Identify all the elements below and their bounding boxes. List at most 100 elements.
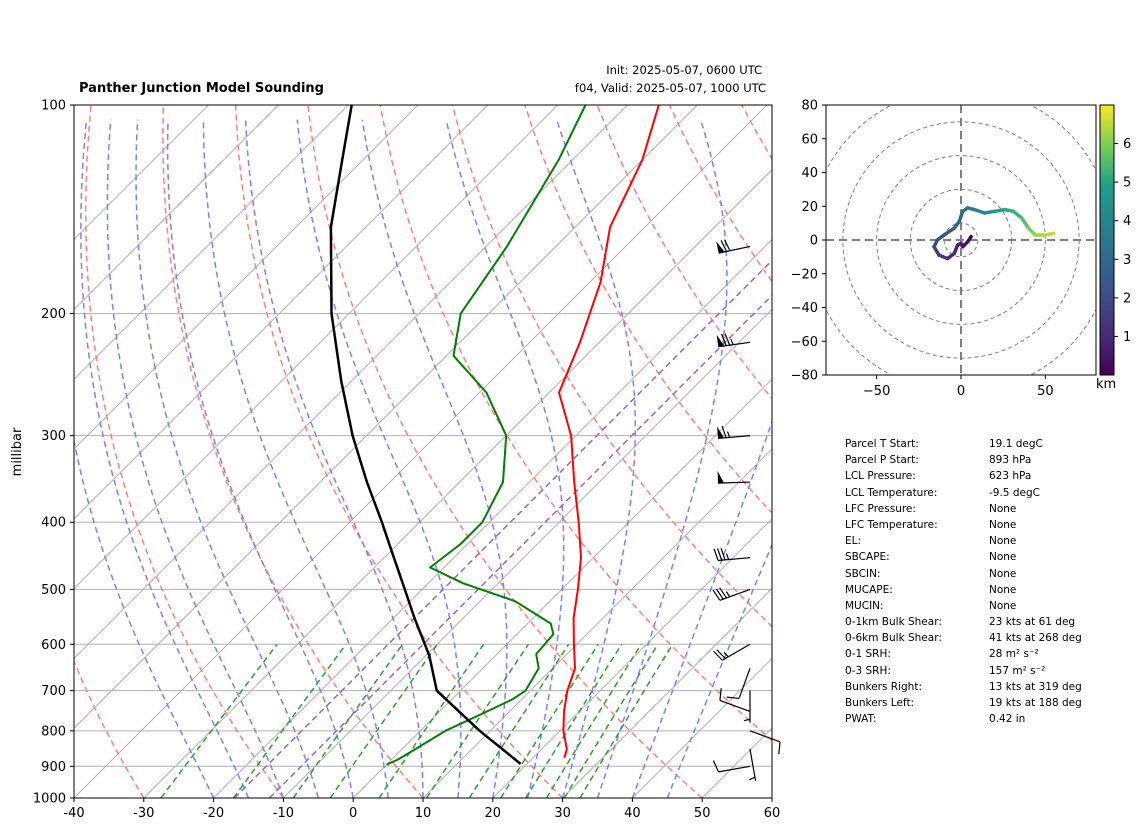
parameter-label: Parcel T Start: bbox=[845, 438, 919, 450]
moist-adiabat bbox=[80, 119, 250, 798]
hodograph-segment bbox=[972, 207, 987, 215]
mixing-ratio-line bbox=[525, 643, 623, 798]
moist-adiabat bbox=[244, 119, 424, 798]
x-tick-label: 0 bbox=[349, 806, 357, 821]
dry-adiabat bbox=[524, 105, 772, 514]
hodograph-y-tick: 60 bbox=[801, 132, 818, 147]
skewt-plot-area bbox=[74, 105, 772, 798]
moist-adiabat bbox=[361, 119, 508, 798]
parameter-row: Parcel P Start: 893 hPa bbox=[845, 453, 1135, 469]
isotherm-line bbox=[492, 518, 772, 798]
parameter-label: SBCIN: bbox=[845, 567, 881, 580]
dry-adiabat bbox=[234, 105, 564, 798]
wind-barb bbox=[716, 333, 751, 348]
y-tick-label: 200 bbox=[41, 307, 66, 322]
y-tick-label: 400 bbox=[41, 516, 66, 531]
hodograph-segment bbox=[1011, 209, 1024, 220]
colorbar-tick: 1 bbox=[1123, 330, 1131, 345]
parameter-row: 0-6km Bulk Shear: 41 kts at 268 deg bbox=[845, 631, 1135, 647]
parameter-row: EL: None bbox=[845, 534, 1135, 550]
wind-barb bbox=[716, 239, 751, 254]
valid-time: f04, Valid: 2025-05-07, 1000 UTC bbox=[575, 81, 766, 95]
parameter-value: 28 m² s⁻² bbox=[989, 648, 1039, 661]
mixing-ratio-line bbox=[378, 643, 485, 798]
hodograph-ticks: −50 0 50 80 60 40 20 0 −20 −40 −60 −80 bbox=[791, 99, 1054, 400]
colorbar bbox=[1099, 104, 1115, 376]
parameter-row: 0-1 SRH: 28 m² s⁻² bbox=[845, 647, 1135, 663]
isotherm-line bbox=[422, 448, 772, 798]
parameter-row: Bunkers Left: 19 kts at 188 deg bbox=[845, 696, 1135, 712]
hodograph-y-tick: 0 bbox=[810, 234, 818, 249]
parameter-value: None bbox=[989, 583, 1017, 596]
colorbar-tick: 3 bbox=[1123, 253, 1131, 268]
hodograph-segment bbox=[1043, 231, 1056, 237]
moist-adiabat bbox=[74, 437, 215, 798]
isotherm-line bbox=[74, 105, 279, 311]
parameter-label: MUCIN: bbox=[845, 599, 884, 612]
moist-adiabat bbox=[135, 119, 320, 798]
wind-barb bbox=[717, 471, 751, 484]
isotherm-line bbox=[74, 105, 209, 241]
moist-adiabat bbox=[166, 119, 354, 798]
parameter-row: 0-3 SRH: 157 m² s⁻² bbox=[845, 664, 1135, 680]
colorbar-tick: 4 bbox=[1123, 214, 1131, 229]
x-tick-label: -10 bbox=[273, 806, 294, 821]
mixing-ratio-line bbox=[468, 643, 570, 798]
hodograph-x-tick: 0 bbox=[957, 384, 965, 399]
x-tick-label: 30 bbox=[554, 806, 571, 821]
wind-barb bbox=[743, 690, 751, 723]
parameter-value: None bbox=[989, 518, 1017, 531]
parameter-row: Bunkers Right: 13 kts at 319 deg bbox=[845, 680, 1135, 696]
mixing-ratio-line bbox=[563, 643, 659, 798]
wind-barb bbox=[749, 730, 781, 755]
parameter-row: SBCIN: None bbox=[845, 567, 1135, 583]
y-tick-label: 300 bbox=[41, 429, 66, 444]
parameter-label: LCL Temperature: bbox=[845, 486, 938, 499]
parameter-row: Parcel T Start: 19.1 degC bbox=[845, 437, 1135, 453]
x-tick-label: 10 bbox=[415, 806, 432, 821]
x-tick-label: -40 bbox=[63, 806, 84, 821]
parameter-value: 623 hPa bbox=[989, 470, 1032, 483]
mixing-ratio-line bbox=[232, 643, 347, 798]
moist-adiabat bbox=[106, 119, 285, 798]
hodograph-y-tick: 40 bbox=[801, 166, 818, 181]
moist-adiabat bbox=[596, 119, 728, 798]
parameter-label: 0-1km Bulk Shear: bbox=[845, 616, 942, 629]
parameter-value: 157 m² s⁻² bbox=[989, 664, 1046, 677]
parameter-row: SBCAPE: None bbox=[845, 550, 1135, 566]
y-axis-label: millibar bbox=[10, 427, 25, 476]
parameter-value: -9.5 degC bbox=[989, 486, 1040, 499]
isotherm-line bbox=[352, 378, 772, 798]
y-tick-label: 700 bbox=[41, 684, 66, 699]
parameter-row: PWAT: 0.42 in bbox=[845, 712, 1135, 728]
hodograph-y-tick: −40 bbox=[791, 301, 818, 316]
isotherm-line bbox=[74, 105, 558, 590]
wind-barb bbox=[717, 425, 751, 440]
parameter-label: SBCAPE: bbox=[845, 551, 890, 564]
y-tick-label: 600 bbox=[41, 638, 66, 653]
moist-adiabat bbox=[666, 543, 772, 798]
parameter-value: None bbox=[989, 535, 1017, 548]
parameter-label: LFC Temperature: bbox=[845, 518, 938, 531]
colorbar-tick: 2 bbox=[1123, 291, 1131, 306]
parameter-value: None bbox=[989, 599, 1017, 612]
parameter-row: MUCAPE: None bbox=[845, 583, 1135, 599]
parameter-label: PWAT: bbox=[845, 713, 877, 726]
parameter-label: 0-3 SRH: bbox=[845, 664, 891, 677]
x-tick-label: -30 bbox=[133, 806, 154, 821]
chart-title: Panther Junction Model Sounding bbox=[79, 81, 324, 96]
skewt-profiles bbox=[329, 105, 660, 766]
colorbar-label: km bbox=[1096, 377, 1116, 392]
dewpoint-profile bbox=[386, 105, 587, 766]
skewt-x-ticks: -40 -30 -20 -10 0 10 20 30 40 50 60 bbox=[63, 798, 780, 821]
isotherm-line bbox=[283, 308, 772, 798]
hodograph-y-tick: −60 bbox=[791, 335, 818, 350]
parameter-row: LFC Temperature: None bbox=[845, 518, 1135, 534]
skewt-y-ticks: 100 200 300 400 500 600 700 800 900 1000 bbox=[33, 99, 74, 807]
mixing-ratio-line bbox=[425, 643, 530, 798]
parameter-value: None bbox=[989, 567, 1017, 580]
colorbar-tick: 5 bbox=[1123, 176, 1131, 191]
parameter-value: 19.1 degC bbox=[989, 438, 1043, 450]
parameter-label: 0-1 SRH: bbox=[845, 648, 891, 661]
